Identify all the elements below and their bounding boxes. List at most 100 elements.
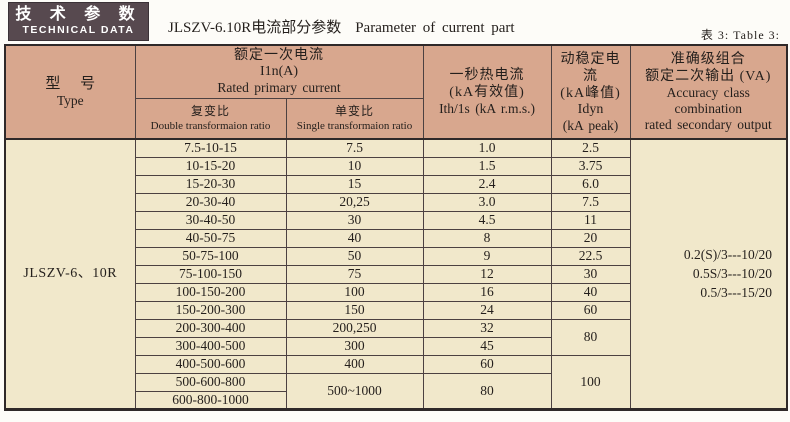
col-header-accuracy: 准确级组合 额定二次输出 (VA) Accuracy class combina… [629,44,788,140]
idyn-cell: 11 [550,210,631,230]
ratio-double-cell: 400-500-600 [134,354,287,374]
ith-cell: 60 [422,354,552,374]
current-parameters-table: 型 号 Type 额定一次电流 I1n(A) Rated primary cur… [4,44,789,411]
idyn-cell: 20 [550,228,631,248]
ith-cell: 2.4 [422,174,552,194]
idyn-cell: 6.0 [550,174,631,194]
table-row: 150-200-300 150 24 60 [5,300,787,320]
ratio-double-cell: 75-100-150 [134,264,287,284]
accuracy-line: 0.5S/3---10/20 [692,266,773,282]
idyn-cell: 60 [550,300,631,320]
dynamic-current-en: (kA peak) [562,117,619,133]
accuracy-en2: rated secondary output [644,117,772,132]
ratio-single-cell: 7.5 [285,138,424,158]
col-header-type-zh: 型 号 [45,75,104,92]
col-header-type-en: Type [56,92,84,108]
ratio-single-cell-merged: 500~1000 [285,372,424,410]
ith-cell: 8 [422,228,552,248]
ith-cell: 4.5 [422,210,552,230]
table-row: 200-300-400 200,250 32 80 [5,318,787,356]
col-header-single-ratio: 单变比 Single transformaion ratio [285,97,424,140]
badge-title-en: TECHNICAL DATA [22,24,135,36]
ratio-double-cell: 200-300-400 [134,318,287,338]
col-header-double-ratio: 复变比 Double transformaion ratio [134,97,287,140]
col-header-primary-current: 额定一次电流 I1n(A) Rated primary current [134,44,424,99]
ratio-double-cell: 40-50-75 [134,228,287,248]
primary-current-symbol: I1n(A) [259,64,299,80]
table-row: 50-75-100 50 9 22.5 [5,246,787,266]
ratio-double-cell: 15-20-30 [134,174,287,194]
dynamic-current-zh: 动稳定电流 [560,51,621,84]
ratio-double-cell: 150-200-300 [134,300,287,320]
table-row: 600-800-1000 [5,390,787,410]
thermal-current-en: Ith/1s (kA r.m.s.) [439,101,535,116]
table-row: 300-400-500 300 45 [5,336,787,356]
table-row: 15-20-30 15 2.4 6.0 [5,174,787,194]
ratio-single-cell: 10 [285,156,424,176]
ith-cell: 12 [422,264,552,284]
idyn-cell-merged: 100 [550,354,631,410]
thermal-current-zh: 一秒热电流 [449,68,525,83]
col-header-dynamic-current: 动稳定电流 (kA峰值) Idyn (kA peak) [550,44,631,140]
thermal-current-unit: (kA有效值) [449,85,525,100]
ith-cell: 32 [422,318,552,338]
single-ratio-zh: 单变比 [335,103,375,118]
idyn-cell: 22.5 [550,246,631,266]
table-header: 型 号 Type 额定一次电流 I1n(A) Rated primary cur… [4,44,788,140]
ratio-double-cell: 30-40-50 [134,210,287,230]
table-row: 30-40-50 30 4.5 11 [5,210,787,230]
col-header-type: 型 号 Type [4,44,136,140]
accuracy-zh2: 额定二次输出 (VA) [645,69,772,84]
table-reference: 表 3: Table 3: [700,28,780,42]
ratio-single-cell: 400 [285,354,424,374]
accuracy-en1: Accuracy class combination [666,85,750,116]
ratio-single-cell: 150 [285,300,424,320]
accuracy-output-cell: 0.2(S)/3---10/20 0.5S/3---10/20 0.5/3---… [629,138,788,410]
single-ratio-en: Single transformaion ratio [296,119,413,132]
badge-title-zh: 技 术 参 数 [15,6,142,23]
accuracy-zh: 准确级组合 [670,52,746,67]
dynamic-current-unit: (kA峰值) [560,85,621,101]
type-value-cell: JLSZV-6、10R [4,138,136,410]
accuracy-line: 0.5/3---15/20 [700,285,773,301]
ratio-single-cell: 40 [285,228,424,248]
header-row-2: 复变比 Double transformaion ratio 单变比 Singl… [5,97,787,140]
idyn-cell: 3.75 [550,156,631,176]
page-title-zh: JLSZV-6.10R电流部分参数 [168,20,342,36]
ith-cell: 16 [422,282,552,302]
ith-cell: 1.5 [422,156,552,176]
ratio-double-cell: 500-600-800 [134,372,287,392]
dynamic-current-symbol: Idyn [577,101,604,117]
ratio-double-cell: 600-800-1000 [134,390,287,410]
table-row: 10-15-20 10 1.5 3.75 [5,156,787,176]
technical-data-badge: 技 术 参 数 TECHNICAL DATA [8,2,149,41]
ratio-single-cell: 15 [285,174,424,194]
ratio-single-cell: 50 [285,246,424,266]
idyn-cell: 40 [550,282,631,302]
primary-current-en: Rated primary current [217,80,341,96]
ratio-single-cell: 20,25 [285,192,424,212]
ith-cell: 1.0 [422,138,552,158]
primary-current-zh: 额定一次电流 [234,48,324,64]
ratio-double-cell: 100-150-200 [134,282,287,302]
page-title: JLSZV-6.10R电流部分参数 Parameter of current pa… [168,16,515,37]
ratio-single-cell: 30 [285,210,424,230]
table-body: JLSZV-6、10R 7.5-10-15 7.5 1.0 2.5 0.2(S)… [4,138,788,410]
table-row: 500-600-800 500~1000 80 [5,372,787,410]
ith-cell: 9 [422,246,552,266]
ith-cell: 3.0 [422,192,552,212]
ratio-single-cell: 200,250 [285,318,424,338]
ratio-double-cell: 10-15-20 [134,156,287,176]
col-header-thermal-current: 一秒热电流 (kA有效值) Ith/1s (kA r.m.s.) [422,44,552,140]
double-ratio-en: Double transformaion ratio [150,119,271,132]
double-ratio-zh: 复变比 [190,103,230,118]
idyn-cell: 2.5 [550,138,631,158]
ith-cell: 24 [422,300,552,320]
ratio-single-cell: 75 [285,264,424,284]
ratio-double-cell: 50-75-100 [134,246,287,266]
page-title-en: Parameter of current part [355,20,515,36]
ratio-double-cell: 20-30-40 [134,192,287,212]
idyn-cell: 30 [550,264,631,284]
ith-cell-merged: 80 [422,372,552,410]
